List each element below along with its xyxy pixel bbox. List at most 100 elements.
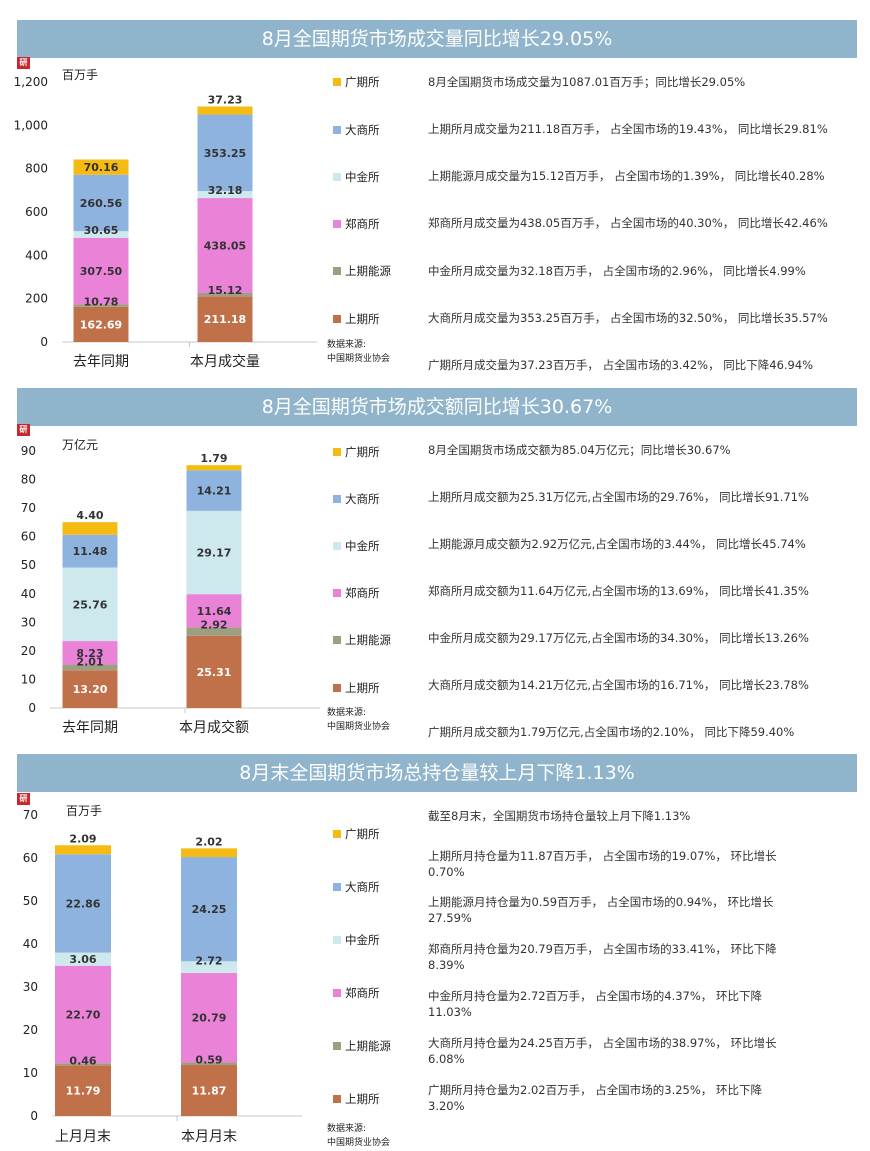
note-line: 上期能源月持仓量为0.59百万手， 占全国市场的0.94%， 环比增长27.59… bbox=[428, 895, 774, 925]
legend-item-dce: 大商所 bbox=[333, 879, 380, 894]
data-label: 3.06 bbox=[69, 953, 96, 966]
data-label: 14.21 bbox=[197, 485, 232, 498]
y-tick-label: 60 bbox=[21, 530, 36, 544]
data-label: 11.79 bbox=[66, 1085, 101, 1098]
bar-segment bbox=[197, 191, 253, 199]
bar-segment bbox=[197, 114, 253, 192]
note-line: 郑商所月成交额为11.64万亿元,占全国市场的13.69%， 同比增长41.35… bbox=[428, 584, 809, 598]
legend-swatch bbox=[333, 882, 341, 891]
data-label: 30.65 bbox=[84, 224, 119, 237]
legend-swatch bbox=[333, 829, 341, 838]
data-label: 353.25 bbox=[204, 147, 246, 160]
bar-segment bbox=[197, 198, 253, 293]
legend-item-cffex: 中金所 bbox=[333, 169, 380, 184]
legend-swatch bbox=[333, 935, 341, 944]
legend-swatch bbox=[333, 266, 341, 275]
legend-item-ine: 上期能源 bbox=[333, 1038, 391, 1053]
y-tick-label: 1,000 bbox=[14, 118, 48, 132]
legend-item-czce: 郑商所 bbox=[333, 985, 380, 1000]
legend-item-gfex: 广期所 bbox=[333, 444, 380, 459]
note-line: 广期所月成交额为1.79万亿元,占全国市场的2.10%， 同比下降59.40% bbox=[428, 725, 795, 739]
section-title: 8月末全国期货市场总持仓量较上月下降1.13% bbox=[17, 754, 857, 792]
legend-item-czce: 郑商所 bbox=[333, 216, 380, 231]
legend-swatch bbox=[333, 494, 341, 503]
x-category-label: 去年同期 bbox=[62, 720, 118, 736]
data-label: 37.23 bbox=[208, 93, 243, 106]
y-tick-label: 200 bbox=[25, 292, 48, 306]
y-tick-label: 20 bbox=[21, 644, 36, 658]
legend-swatch bbox=[333, 683, 341, 692]
data-source: 数据来源: 中国期货业协会 bbox=[327, 1124, 391, 1148]
data-label: 438.05 bbox=[204, 240, 246, 253]
legend-swatch bbox=[333, 988, 341, 997]
data-label: 0.59 bbox=[195, 1053, 222, 1066]
note-line: 8月全国期货市场成交量为1087.01百万手；同比增长29.05% bbox=[428, 75, 746, 89]
data-label: 0.46 bbox=[69, 1054, 96, 1067]
note-line: 上期所月成交量为211.18百万手， 占全国市场的19.43%， 同比增长29.… bbox=[428, 122, 828, 136]
legend-swatch bbox=[333, 588, 341, 597]
y-tick-label: 600 bbox=[25, 205, 48, 219]
data-label: 13.20 bbox=[73, 683, 108, 696]
bar-segment bbox=[55, 952, 111, 966]
y-tick-label: 0 bbox=[28, 701, 36, 715]
legend-item-shfe: 上期所 bbox=[333, 680, 380, 695]
note-line: 截至8月末，全国期货市场持仓量较上月下降1.13% bbox=[428, 809, 691, 823]
legend-swatch bbox=[333, 314, 341, 323]
data-label: 15.12 bbox=[208, 284, 243, 297]
note-line: 郑商所月持仓量为20.79百万手， 占全国市场的33.41%， 环比下降8.39… bbox=[428, 942, 777, 972]
bar-segment bbox=[55, 854, 111, 953]
legend-item-czce: 郑商所 bbox=[333, 585, 380, 600]
bar-segment bbox=[55, 965, 111, 1064]
data-label: 25.76 bbox=[73, 598, 108, 611]
legend-item-dce: 大商所 bbox=[333, 122, 380, 137]
data-label: 29.17 bbox=[197, 547, 232, 560]
y-tick-label: 60 bbox=[23, 851, 38, 865]
bar-segment bbox=[186, 470, 242, 511]
bar-segment bbox=[55, 1063, 111, 1066]
note-line: 中金所月成交量为32.18百万手， 占全国市场的2.96%， 同比增长4.99% bbox=[428, 264, 806, 278]
y-tick-label: 1,200 bbox=[14, 75, 48, 89]
legend-swatch bbox=[333, 219, 341, 228]
data-label: 10.78 bbox=[84, 295, 119, 308]
data-label: 32.18 bbox=[208, 184, 243, 197]
y-tick-label: 80 bbox=[21, 473, 36, 487]
bar-segment bbox=[181, 857, 237, 962]
note-line: 中金所月持仓量为2.72百万手， 占全国市场的4.37%， 环比下降11.03% bbox=[428, 989, 762, 1019]
y-tick-label: 10 bbox=[21, 672, 36, 686]
bar-segment bbox=[181, 961, 237, 974]
data-source: 数据来源: 中国期货业协会 bbox=[327, 708, 391, 732]
legend-swatch bbox=[333, 447, 341, 456]
bar-segment bbox=[197, 106, 253, 115]
bar-segment bbox=[73, 306, 129, 342]
legend-item-cffex: 中金所 bbox=[333, 538, 380, 553]
x-category-label: 本月成交量 bbox=[190, 353, 260, 370]
y-tick-label: 10 bbox=[23, 1066, 38, 1080]
legend-swatch bbox=[333, 635, 341, 644]
bar-segment bbox=[181, 1062, 237, 1065]
data-label: 2.92 bbox=[200, 618, 227, 631]
legend-swatch bbox=[333, 541, 341, 550]
data-label: 11.64 bbox=[197, 605, 232, 618]
data-label: 260.56 bbox=[80, 197, 123, 210]
legend-item-shfe: 上期所 bbox=[333, 311, 380, 326]
bar-segment bbox=[197, 292, 253, 297]
y-tick-label: 800 bbox=[25, 162, 48, 176]
note-line: 大商所月持仓量为24.25百万手， 占全国市场的38.97%， 环比增长6.08… bbox=[428, 1036, 777, 1066]
legend-swatch bbox=[333, 125, 341, 134]
bar-segment bbox=[73, 304, 129, 307]
data-label: 22.70 bbox=[66, 1009, 101, 1022]
legend-item-ine: 上期能源 bbox=[333, 632, 391, 647]
y-tick-label: 40 bbox=[23, 937, 38, 951]
data-label: 4.40 bbox=[76, 509, 103, 522]
y-tick-label: 70 bbox=[23, 808, 38, 822]
bar-segment bbox=[186, 627, 242, 636]
y-tick-label: 90 bbox=[21, 444, 36, 458]
bar-segment bbox=[62, 664, 118, 671]
data-label: 22.86 bbox=[66, 897, 101, 910]
y-tick-label: 70 bbox=[21, 501, 36, 515]
legend-swatch bbox=[333, 172, 341, 181]
data-label: 1.79 bbox=[200, 452, 227, 465]
data-label: 307.50 bbox=[80, 265, 123, 278]
y-tick-label: 0 bbox=[30, 1109, 38, 1123]
logo-icon: 研 bbox=[17, 793, 30, 805]
